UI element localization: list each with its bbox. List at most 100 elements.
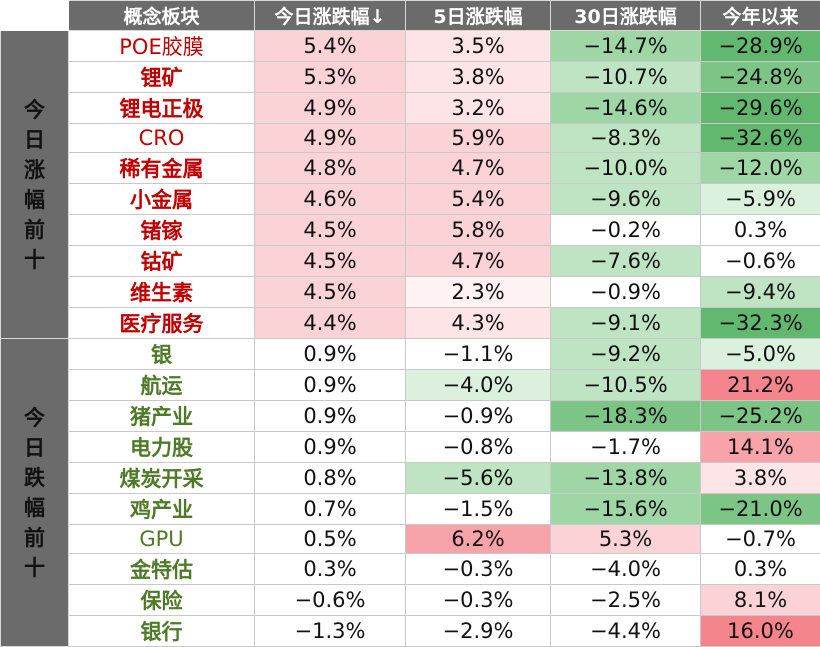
table-row[interactable]: 银行−1.3%−2.9%−4.4%16.0% (1, 616, 820, 647)
concept-name-cell[interactable]: 金特估 (69, 554, 255, 585)
col-header-name[interactable]: 概念板块 (69, 1, 255, 31)
30day-change-cell: −10.5% (551, 370, 701, 401)
concept-name-cell[interactable]: 锗镓 (69, 215, 255, 246)
ytd-change-cell: −24.8% (701, 62, 820, 93)
30day-change-cell: −0.9% (551, 277, 701, 308)
5day-change-cell: −0.3% (406, 585, 551, 616)
header-row: 概念板块 今日涨跌幅↓ 5日涨跌幅 30日涨跌幅 今年以来 (1, 1, 820, 31)
concept-name-cell[interactable]: 航运 (69, 370, 255, 401)
concept-name-cell[interactable]: 锂电正极 (69, 93, 255, 124)
5day-change-cell: −0.9% (406, 401, 551, 432)
today-change-cell: 0.9% (255, 401, 406, 432)
5day-change-cell: 2.3% (406, 277, 551, 308)
group-label-text: 今日跌幅前十 (24, 403, 45, 583)
today-change-cell: 4.5% (255, 215, 406, 246)
ytd-change-cell: −28.9% (701, 31, 820, 62)
concept-name-cell[interactable]: POE胶膜 (69, 31, 255, 62)
30day-change-cell: −14.7% (551, 31, 701, 62)
concept-name-cell[interactable]: 鸡产业 (69, 494, 255, 525)
today-change-cell: 4.5% (255, 246, 406, 277)
concept-name-cell[interactable]: 煤炭开采 (69, 463, 255, 494)
30day-change-cell: −13.8% (551, 463, 701, 494)
ytd-change-cell: −32.6% (701, 124, 820, 153)
30day-change-cell: −9.6% (551, 184, 701, 215)
5day-change-cell: 3.2% (406, 93, 551, 124)
ytd-change-cell: 8.1% (701, 585, 820, 616)
today-change-cell: 4.8% (255, 153, 406, 184)
30day-change-cell: −7.6% (551, 246, 701, 277)
30day-change-cell: −1.7% (551, 432, 701, 463)
ytd-change-cell: −0.6% (701, 246, 820, 277)
concept-name-cell[interactable]: 电力股 (69, 432, 255, 463)
ytd-change-cell: −29.6% (701, 93, 820, 124)
today-change-cell: 0.9% (255, 432, 406, 463)
today-change-cell: 0.5% (255, 525, 406, 554)
col-header-5day-change[interactable]: 5日涨跌幅 (406, 1, 551, 31)
ytd-change-cell: 16.0% (701, 616, 820, 647)
5day-change-cell: 3.8% (406, 62, 551, 93)
concept-name-cell[interactable]: CRO (69, 124, 255, 153)
concept-name-cell[interactable]: 锂矿 (69, 62, 255, 93)
concept-name-cell[interactable]: 稀有金属 (69, 153, 255, 184)
concept-name-cell[interactable]: 医疗服务 (69, 308, 255, 339)
col-header-30day-change[interactable]: 30日涨跌幅 (551, 1, 701, 31)
concept-name-cell[interactable]: GPU (69, 525, 255, 554)
concept-name-cell[interactable]: 保险 (69, 585, 255, 616)
concept-name-cell[interactable]: 银 (69, 339, 255, 370)
today-change-cell: 5.3% (255, 62, 406, 93)
concept-name-cell[interactable]: 猪产业 (69, 401, 255, 432)
30day-change-cell: −0.2% (551, 215, 701, 246)
corner-cell (1, 1, 69, 31)
concept-name-cell[interactable]: 小金属 (69, 184, 255, 215)
col-header-today-change[interactable]: 今日涨跌幅↓ (255, 1, 406, 31)
30day-change-cell: 5.3% (551, 525, 701, 554)
group-label-top-losers: 今日跌幅前十 (1, 339, 69, 647)
5day-change-cell: −4.0% (406, 370, 551, 401)
concept-name-cell[interactable]: 钴矿 (69, 246, 255, 277)
5day-change-cell: −0.8% (406, 432, 551, 463)
col-header-ytd-change[interactable]: 今年以来 (701, 1, 820, 31)
today-change-cell: 0.9% (255, 339, 406, 370)
today-change-cell: 0.9% (255, 370, 406, 401)
30day-change-cell: −10.0% (551, 153, 701, 184)
30day-change-cell: −15.6% (551, 494, 701, 525)
today-change-cell: −0.6% (255, 585, 406, 616)
5day-change-cell: 5.8% (406, 215, 551, 246)
table-row[interactable]: 保险−0.6%−0.3%−2.5%8.1% (1, 585, 820, 616)
5day-change-cell: 4.7% (406, 246, 551, 277)
ytd-change-cell: −5.9% (701, 184, 820, 215)
concept-name-cell[interactable]: 维生素 (69, 277, 255, 308)
ytd-change-cell: −9.4% (701, 277, 820, 308)
today-change-cell: 4.9% (255, 93, 406, 124)
concept-name-cell[interactable]: 银行 (69, 616, 255, 647)
30day-change-cell: −4.4% (551, 616, 701, 647)
5day-change-cell: −5.6% (406, 463, 551, 494)
ytd-change-cell: −32.3% (701, 308, 820, 339)
5day-change-cell: 5.4% (406, 184, 551, 215)
30day-change-cell: −14.6% (551, 93, 701, 124)
ytd-change-cell: 3.8% (701, 463, 820, 494)
30day-change-cell: −8.3% (551, 124, 701, 153)
today-change-cell: 0.7% (255, 494, 406, 525)
today-change-cell: 5.4% (255, 31, 406, 62)
